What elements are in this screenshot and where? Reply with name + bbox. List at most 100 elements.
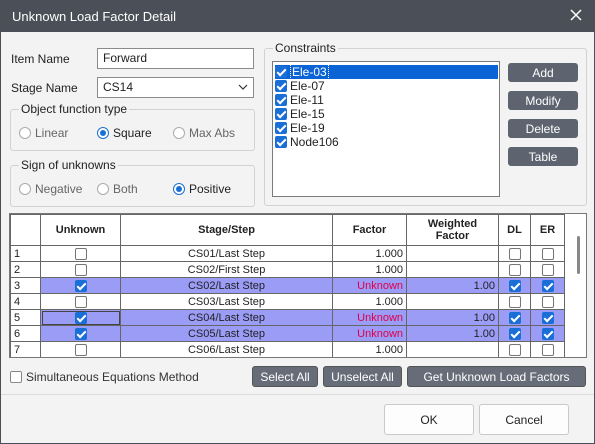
dl-checkbox[interactable]	[508, 311, 521, 324]
radio-square[interactable]: Square	[97, 126, 152, 140]
checkbox-icon[interactable]	[275, 122, 287, 134]
dl-cell[interactable]	[498, 293, 531, 310]
factor-cell[interactable]: Unknown	[332, 325, 407, 342]
table-button[interactable]: Table	[508, 147, 578, 166]
er-cell[interactable]	[530, 277, 565, 294]
er-checkbox[interactable]	[541, 279, 554, 292]
checkbox-icon[interactable]	[275, 66, 287, 78]
factor-cell[interactable]: 1.000	[332, 293, 407, 310]
er-checkbox[interactable]	[541, 247, 554, 260]
radio-max-abs[interactable]: Max Abs	[173, 126, 235, 140]
dl-checkbox[interactable]	[508, 327, 521, 340]
title-bar[interactable]: Unknown Load Factor Detail	[1, 1, 594, 32]
constraint-item[interactable]: Node106	[275, 135, 339, 149]
er-cell[interactable]	[530, 309, 565, 326]
stage-step-header[interactable]: Stage/Step	[120, 214, 333, 246]
er-checkbox[interactable]	[541, 311, 554, 324]
table-row[interactable]: 1 CS01/Last Step 1.000	[10, 245, 565, 262]
unknown-cell[interactable]	[40, 277, 121, 294]
dl-cell[interactable]	[498, 277, 531, 294]
unknown-cell[interactable]	[40, 341, 121, 357]
unknown-checkbox[interactable]	[74, 247, 87, 260]
er-cell[interactable]	[530, 325, 565, 342]
dl-checkbox[interactable]	[508, 295, 521, 308]
ok-button[interactable]: OK	[384, 404, 474, 435]
weighted-factor-cell[interactable]: 1.00	[406, 277, 499, 294]
stage-step-cell[interactable]: CS01/Last Step	[120, 245, 333, 262]
factor-cell[interactable]: 1.000	[332, 341, 407, 357]
unknown-checkbox[interactable]	[74, 311, 87, 324]
add-button[interactable]: Add	[508, 63, 578, 82]
stage-step-cell[interactable]: CS03/Last Step	[120, 293, 333, 310]
er-checkbox[interactable]	[541, 295, 554, 308]
scrollbar-thumb[interactable]	[577, 236, 580, 274]
checkbox-icon[interactable]	[275, 94, 287, 106]
table-row[interactable]: 4 CS03/Last Step 1.000	[10, 293, 565, 310]
constraint-item[interactable]: Ele-11	[275, 93, 324, 107]
close-icon[interactable]	[568, 7, 584, 23]
constraint-item[interactable]: Ele-15	[275, 107, 325, 121]
constraint-item[interactable]: Ele-19	[275, 121, 325, 135]
radio-linear[interactable]: Linear	[19, 126, 68, 140]
er-header[interactable]: ER	[530, 214, 565, 246]
stage-step-cell[interactable]: CS02/First Step	[120, 261, 333, 278]
factor-cell[interactable]: 1.000	[332, 245, 407, 262]
factor-cell[interactable]: Unknown	[332, 277, 407, 294]
weighted-factor-cell[interactable]	[406, 293, 499, 310]
er-cell[interactable]	[530, 293, 565, 310]
weighted-factor-cell[interactable]: 1.00	[406, 325, 499, 342]
dl-checkbox[interactable]	[508, 343, 521, 356]
radio-negative[interactable]: Negative	[19, 182, 82, 196]
stage-step-cell[interactable]: CS04/Last Step	[120, 309, 333, 326]
dl-checkbox[interactable]	[508, 247, 521, 260]
dl-checkbox[interactable]	[508, 279, 521, 292]
unknown-checkbox[interactable]	[74, 263, 87, 276]
unselect-all-button[interactable]: Unselect All	[323, 366, 402, 387]
weighted-factor-header[interactable]: Weighted Factor	[406, 214, 499, 246]
factor-cell[interactable]: 1.000	[332, 261, 407, 278]
get-unknown-load-factors-button[interactable]: Get Unknown Load Factors	[407, 366, 586, 387]
weighted-factor-cell[interactable]	[406, 261, 499, 278]
er-cell[interactable]	[530, 245, 565, 262]
table-row[interactable]: 3 CS02/Last Step Unknown 1.00	[10, 277, 565, 294]
constraints-list[interactable]: Ele-03 Ele-07 Ele-11 Ele-15 Ele-19 Node106	[272, 61, 500, 197]
table-vertical-scrollbar[interactable]	[572, 214, 586, 357]
factor-header[interactable]: Factor	[332, 214, 407, 246]
unknown-header[interactable]: Unknown	[40, 214, 121, 246]
unknown-cell[interactable]	[40, 309, 121, 326]
simultaneous-equations-checkbox[interactable]: Simultaneous Equations Method	[10, 370, 199, 384]
dl-checkbox[interactable]	[508, 263, 521, 276]
stage-step-cell[interactable]: CS02/Last Step	[120, 277, 333, 294]
checkbox-icon[interactable]	[275, 108, 287, 120]
factor-cell[interactable]: Unknown	[332, 309, 407, 326]
dl-cell[interactable]	[498, 325, 531, 342]
radio-both[interactable]: Both	[97, 182, 138, 196]
dl-header[interactable]: DL	[498, 214, 531, 246]
checkbox-icon[interactable]	[275, 80, 287, 92]
item-name-input[interactable]: Forward	[97, 48, 254, 69]
stage-step-cell[interactable]: CS06/Last Step	[120, 341, 333, 357]
unknown-cell[interactable]	[40, 261, 121, 278]
cancel-button[interactable]: Cancel	[479, 404, 569, 435]
load-factor-table[interactable]: Unknown Stage/Step Factor Weighted Factor…	[9, 213, 587, 358]
checkbox-icon[interactable]	[275, 136, 287, 148]
unknown-cell[interactable]	[40, 325, 121, 342]
er-checkbox[interactable]	[541, 343, 554, 356]
er-checkbox[interactable]	[541, 263, 554, 276]
dl-cell[interactable]	[498, 261, 531, 278]
table-row[interactable]: 6 CS05/Last Step Unknown 1.00	[10, 325, 565, 342]
dl-cell[interactable]	[498, 341, 531, 357]
unknown-cell[interactable]	[40, 245, 121, 262]
table-row[interactable]: 5 CS04/Last Step Unknown 1.00	[10, 309, 565, 326]
unknown-checkbox[interactable]	[74, 343, 87, 356]
table-row[interactable]: 7 CS06/Last Step 1.000	[10, 341, 565, 357]
constraint-item[interactable]: Ele-07	[275, 79, 325, 93]
dl-cell[interactable]	[498, 245, 531, 262]
er-cell[interactable]	[530, 341, 565, 357]
er-cell[interactable]	[530, 261, 565, 278]
er-checkbox[interactable]	[541, 327, 554, 340]
stage-step-cell[interactable]: CS05/Last Step	[120, 325, 333, 342]
delete-button[interactable]: Delete	[508, 119, 578, 138]
weighted-factor-cell[interactable]: 1.00	[406, 309, 499, 326]
select-all-button[interactable]: Select All	[252, 366, 318, 387]
